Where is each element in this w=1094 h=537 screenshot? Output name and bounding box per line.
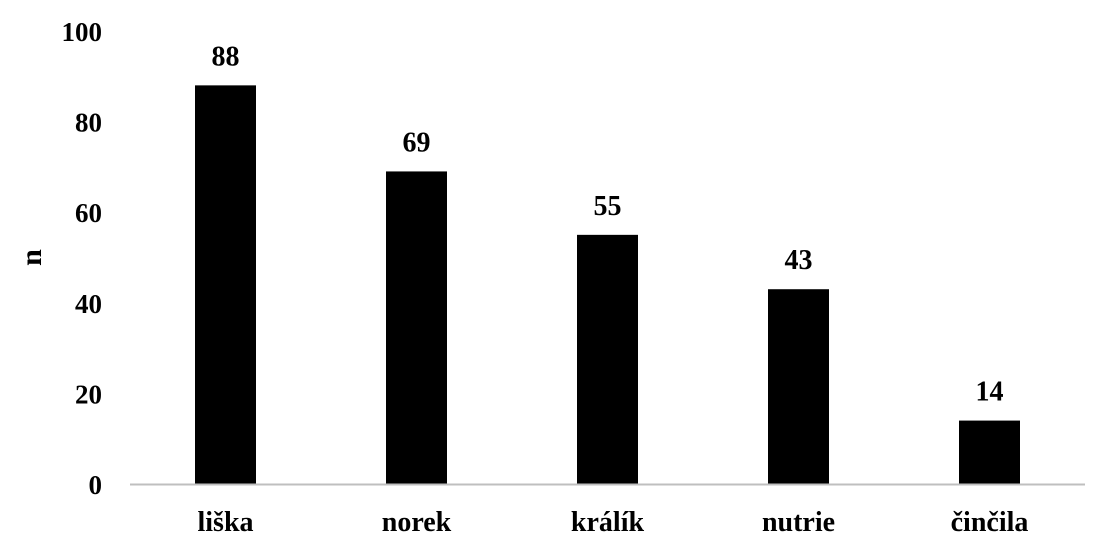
x-tick-label: liška: [197, 507, 253, 537]
bars: [195, 85, 1020, 485]
bar: [768, 289, 829, 484]
y-axis-title: n: [15, 249, 48, 266]
x-axis-category-labels: liška norek králík nutrie činčila: [197, 507, 1028, 537]
bar: [195, 85, 256, 485]
x-tick-label: činčila: [951, 507, 1029, 537]
bar-value-label: 55: [594, 191, 622, 222]
bar: [386, 171, 447, 484]
bar-value-label: 69: [403, 127, 431, 158]
y-tick-label: 20: [75, 379, 102, 409]
y-axis-ticks: 0 20 40 60 80 100: [62, 17, 103, 500]
bar: [577, 234, 638, 484]
bar-value-label: 14: [976, 377, 1004, 408]
bar: [959, 420, 1020, 484]
y-tick-label: 60: [75, 198, 102, 228]
bar-value-label: 43: [785, 245, 813, 276]
bar-value-label: 88: [212, 41, 240, 72]
data-labels: 88 69 55 43 14: [212, 41, 1004, 407]
y-tick-label: 40: [75, 289, 102, 319]
y-tick-label: 0: [89, 470, 103, 500]
x-tick-label: králík: [571, 507, 645, 537]
y-tick-label: 80: [75, 108, 102, 138]
x-tick-label: nutrie: [762, 507, 835, 537]
x-tick-label: norek: [382, 507, 452, 537]
y-tick-label: 100: [62, 17, 103, 47]
